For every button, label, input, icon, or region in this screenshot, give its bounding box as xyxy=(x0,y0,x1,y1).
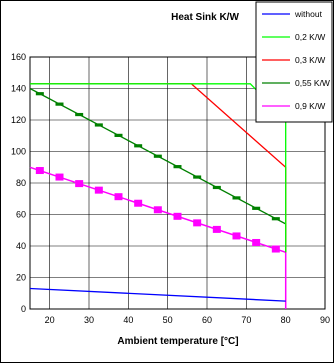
legend-item: 0,2 K/W xyxy=(262,32,325,42)
x-tick-label: 30 xyxy=(84,315,94,325)
series-line xyxy=(30,83,287,253)
data-point xyxy=(75,112,84,117)
data-point xyxy=(75,180,84,188)
y-tick-label: 120 xyxy=(11,115,26,125)
data-point xyxy=(94,186,103,194)
legend-item: 0,55 K/W xyxy=(262,78,330,88)
data-point xyxy=(134,199,143,207)
y-tick-label: 140 xyxy=(11,84,26,94)
data-point xyxy=(193,175,202,179)
y-tick-label: 40 xyxy=(16,241,26,251)
series-layer xyxy=(29,83,287,309)
series-line xyxy=(29,287,286,302)
axis-ticks: 20 30 40 50 60 70 80 90 0 20 40 60 80 100 120 140 160 xyxy=(11,52,330,325)
y-tick-label: 0 xyxy=(21,304,26,314)
data-point xyxy=(173,212,182,220)
data-point xyxy=(134,144,143,148)
y-tick-label: 160 xyxy=(11,52,26,62)
legend-item: without xyxy=(262,9,323,19)
legend-box xyxy=(255,1,333,123)
x-tick-label: 50 xyxy=(163,315,173,325)
legend-label: 0,55 K/W xyxy=(295,78,330,88)
data-point xyxy=(232,196,241,200)
data-point xyxy=(114,193,123,201)
x-tick-label: 60 xyxy=(202,315,212,325)
data-point xyxy=(94,123,103,127)
data-point xyxy=(193,219,202,227)
x-tick-label: 80 xyxy=(281,315,291,325)
data-point xyxy=(271,217,280,221)
x-tick-label: 40 xyxy=(123,315,133,325)
data-point xyxy=(212,225,221,233)
data-point xyxy=(35,92,44,96)
data-point xyxy=(55,102,64,106)
data-point xyxy=(153,154,162,158)
legend-item: 0,3 K/W xyxy=(262,55,325,65)
data-point xyxy=(55,173,64,181)
x-tick-label: 20 xyxy=(45,315,55,325)
series-0-9-k-w xyxy=(29,166,287,309)
legend-label: 0,9 K/W xyxy=(295,101,325,111)
legend-label: without xyxy=(294,9,323,19)
data-point xyxy=(271,245,280,253)
series-without xyxy=(29,287,286,302)
legend-label: 0,2 K/W xyxy=(295,32,325,42)
legend-item: 0,9 K/W xyxy=(262,101,325,111)
data-point xyxy=(252,238,261,246)
data-point xyxy=(35,167,44,175)
x-axis-title: Ambient temperature [°C] xyxy=(117,336,238,347)
data-point xyxy=(114,133,123,137)
data-point xyxy=(212,185,221,190)
legend: without 0,2 K/W 0,3 K/W 0,55 K/W 0,9 K/W xyxy=(255,1,333,123)
x-tick-label: 90 xyxy=(320,315,330,325)
y-tick-label: 80 xyxy=(16,178,26,188)
y-tick-label: 60 xyxy=(16,210,26,220)
data-point xyxy=(232,232,241,240)
y-tick-label: 100 xyxy=(11,147,26,157)
data-point xyxy=(173,165,182,169)
legend-label: 0,3 K/W xyxy=(295,55,325,65)
data-point xyxy=(252,206,261,210)
series-0-2-k-w xyxy=(30,83,287,253)
x-tick-label: 70 xyxy=(241,315,251,325)
chart-title: Heat Sink K/W xyxy=(171,12,239,23)
data-point xyxy=(153,206,162,214)
y-tick-label: 20 xyxy=(16,273,26,283)
